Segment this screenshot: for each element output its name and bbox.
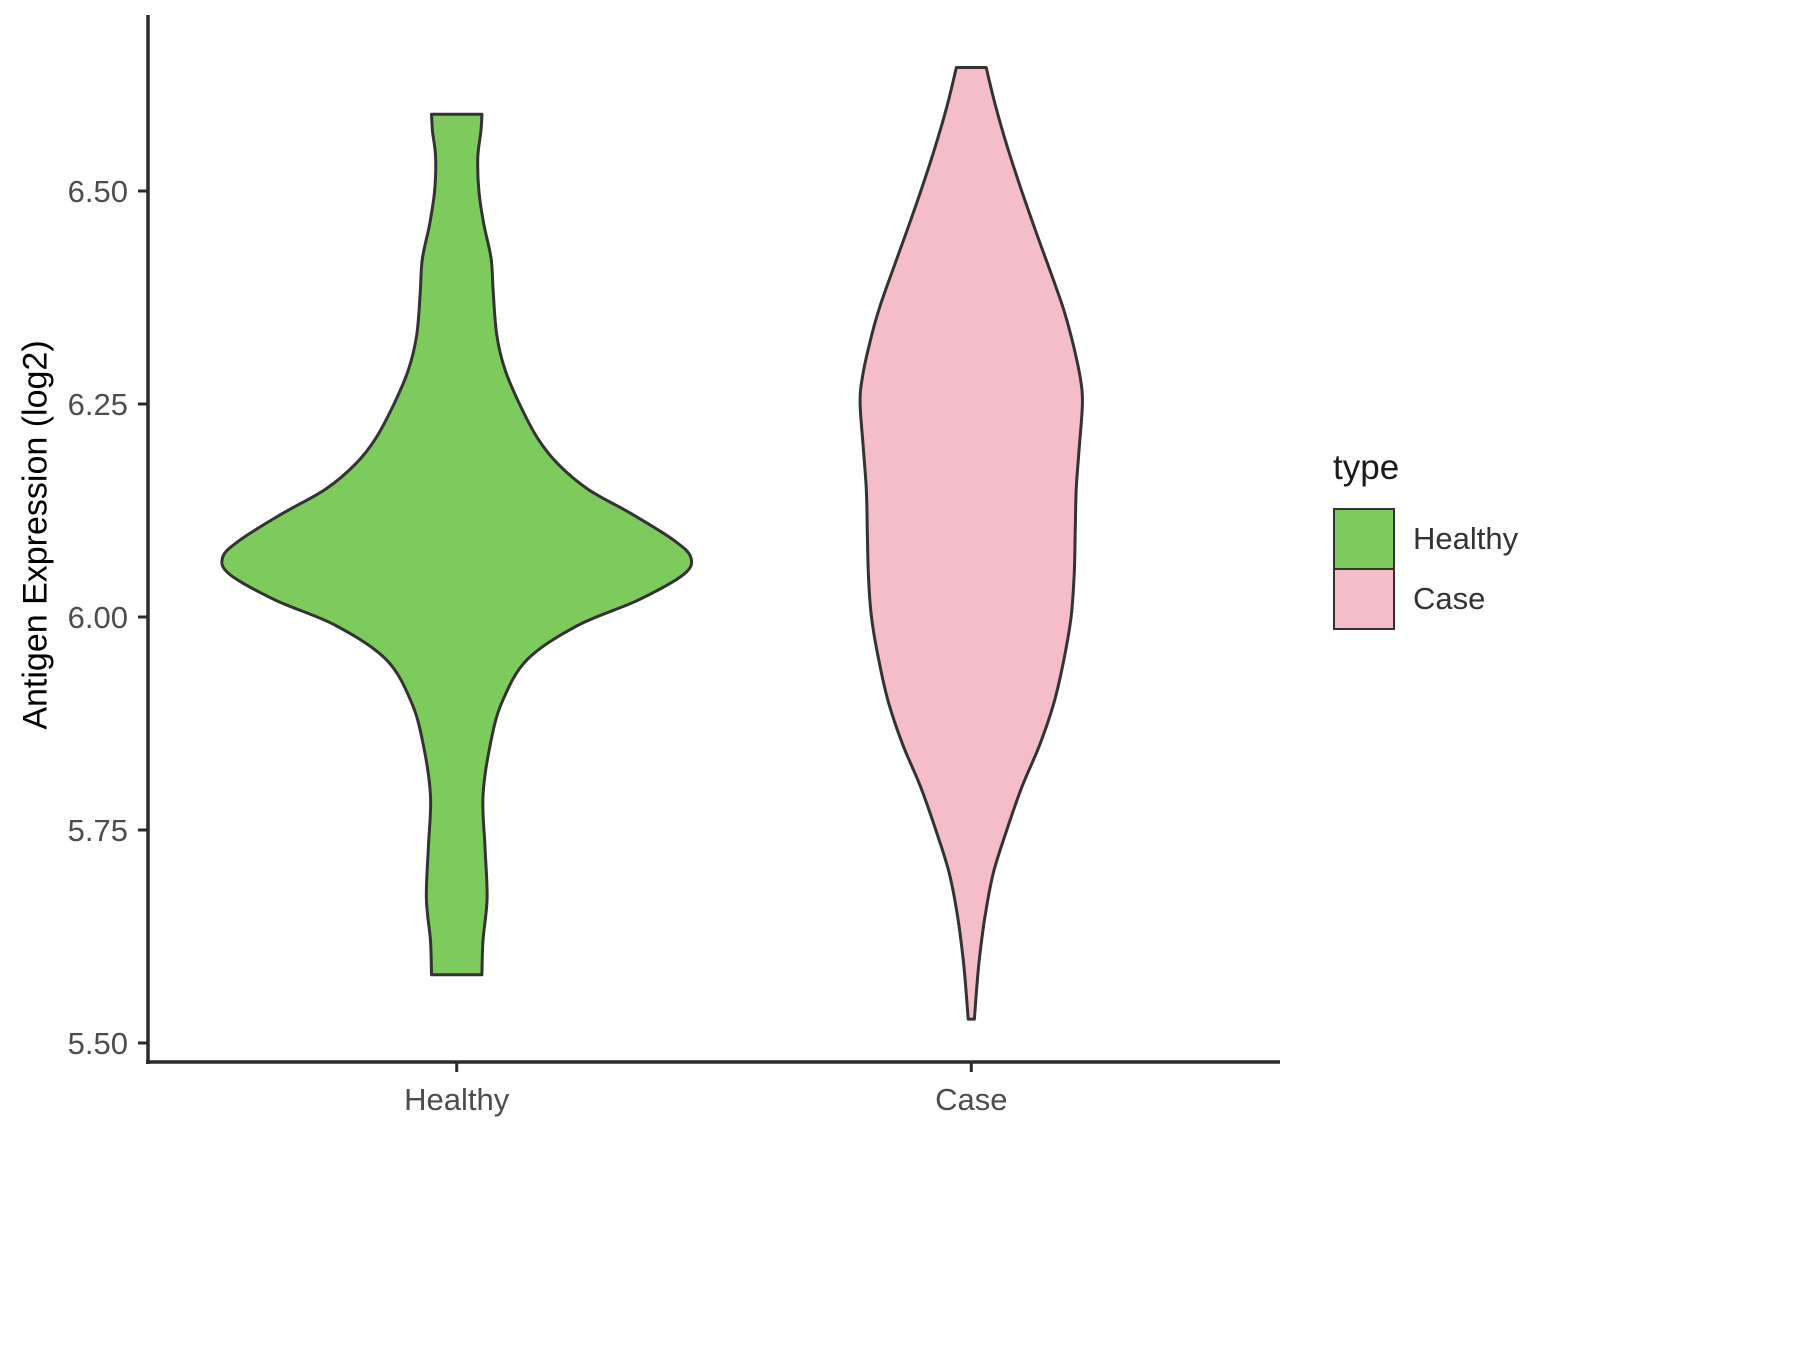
legend-label-healthy: Healthy [1413, 521, 1519, 556]
legend-item-case: Case [1333, 568, 1518, 630]
x-category-label-healthy: Healthy [404, 1082, 510, 1117]
legend: type Healthy Case [1333, 448, 1518, 630]
y-axis-title: Antigen Expression (log2) [16, 340, 55, 730]
violin-case [858, 66, 1084, 1021]
y-tick-label: 6.00 [68, 600, 128, 635]
y-tick-label: 6.25 [68, 387, 128, 422]
legend-title: type [1333, 448, 1400, 487]
legend-swatch-case [1333, 568, 1395, 630]
y-tick-label: 5.50 [68, 1026, 128, 1061]
legend-label-case: Case [1413, 581, 1486, 616]
y-tick-label: 5.75 [68, 813, 128, 848]
legend-item-healthy: Healthy [1333, 508, 1518, 570]
y-tick-label: 6.50 [68, 174, 128, 209]
legend-swatch-healthy [1333, 508, 1395, 570]
x-category-label-case: Case [935, 1082, 1007, 1117]
violin-healthy [220, 112, 694, 977]
